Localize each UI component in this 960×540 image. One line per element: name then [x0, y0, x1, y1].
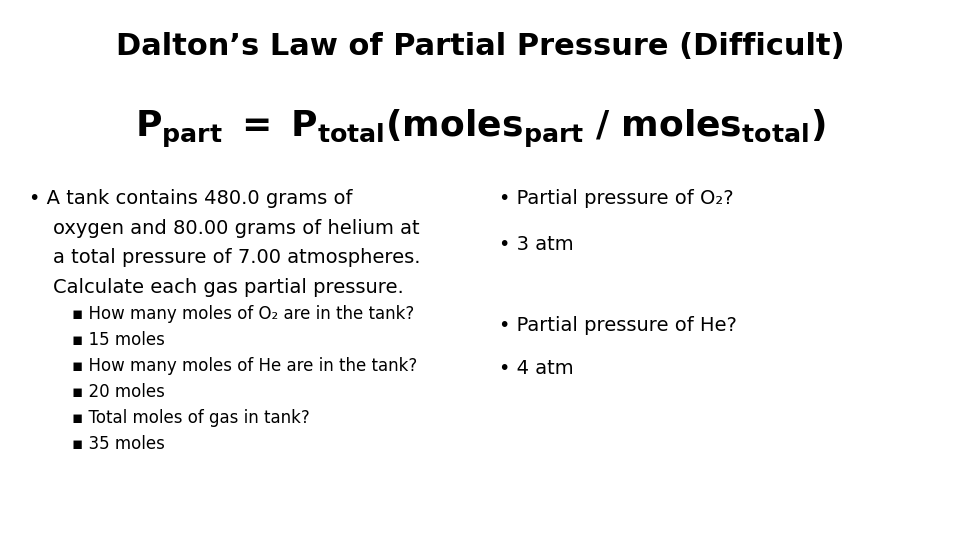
Text: ▪ How many moles of He are in the tank?: ▪ How many moles of He are in the tank?	[72, 357, 418, 375]
Text: • 3 atm: • 3 atm	[499, 235, 574, 254]
Text: $\mathbf{P_{part}\ =\ P_{total}(moles_{part}\ /\ moles_{total})}$: $\mathbf{P_{part}\ =\ P_{total}(moles_{p…	[134, 108, 826, 150]
Text: ▪ Total moles of gas in tank?: ▪ Total moles of gas in tank?	[72, 409, 310, 427]
Text: ▪ 35 moles: ▪ 35 moles	[72, 435, 165, 453]
Text: oxygen and 80.00 grams of helium at: oxygen and 80.00 grams of helium at	[53, 219, 420, 238]
Text: • Partial pressure of He?: • Partial pressure of He?	[499, 316, 737, 335]
Text: • A tank contains 480.0 grams of: • A tank contains 480.0 grams of	[29, 189, 352, 208]
Text: Calculate each gas partial pressure.: Calculate each gas partial pressure.	[53, 278, 403, 297]
Text: a total pressure of 7.00 atmospheres.: a total pressure of 7.00 atmospheres.	[53, 248, 420, 267]
Text: ▪ 20 moles: ▪ 20 moles	[72, 383, 165, 401]
Text: Dalton’s Law of Partial Pressure (Difficult): Dalton’s Law of Partial Pressure (Diffic…	[116, 32, 844, 62]
Text: ▪ How many moles of O₂ are in the tank?: ▪ How many moles of O₂ are in the tank?	[72, 305, 415, 323]
Text: ▪ 15 moles: ▪ 15 moles	[72, 331, 165, 349]
Text: • Partial pressure of O₂?: • Partial pressure of O₂?	[499, 189, 733, 208]
Text: • 4 atm: • 4 atm	[499, 359, 574, 378]
